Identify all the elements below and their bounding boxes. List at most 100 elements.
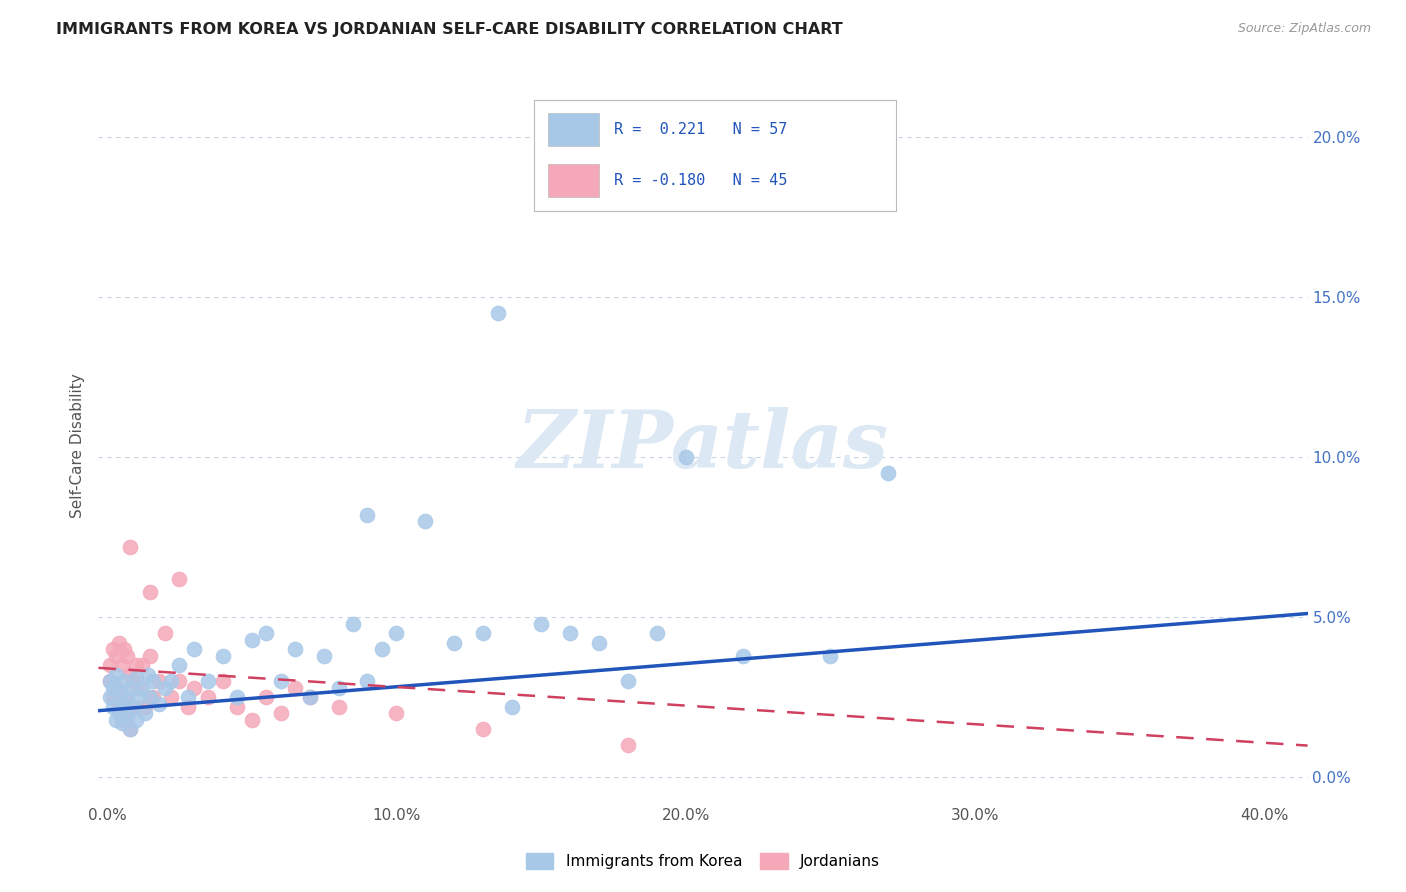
Point <box>128 681 150 695</box>
Point <box>226 699 249 714</box>
Point <box>101 699 124 714</box>
Point <box>98 674 121 689</box>
Point <box>134 706 156 721</box>
Point <box>98 690 121 705</box>
Point <box>101 690 124 705</box>
Point <box>98 674 121 689</box>
Point <box>298 690 321 705</box>
Point <box>114 642 136 657</box>
Point <box>169 658 191 673</box>
Point <box>107 683 129 698</box>
Point <box>270 706 292 721</box>
Point <box>101 681 124 695</box>
Point <box>139 648 162 663</box>
Point <box>645 626 668 640</box>
Y-axis label: Self-Care Disability: Self-Care Disability <box>70 374 86 518</box>
Point <box>107 636 129 650</box>
Point <box>270 674 292 689</box>
Point <box>211 674 233 689</box>
Point <box>125 671 148 685</box>
Point <box>312 648 335 663</box>
Point <box>240 713 263 727</box>
Point <box>122 674 145 689</box>
Point <box>148 697 170 711</box>
Point <box>159 690 181 705</box>
Point <box>142 674 165 689</box>
Point <box>134 699 156 714</box>
Point <box>98 658 121 673</box>
Point <box>472 722 495 736</box>
Point <box>110 697 132 711</box>
Point <box>114 690 136 705</box>
Point <box>675 450 697 465</box>
Point <box>298 690 321 705</box>
Point <box>104 681 127 695</box>
Point <box>104 713 127 727</box>
Point <box>385 626 408 640</box>
Point <box>153 626 176 640</box>
Point <box>211 648 233 663</box>
Point <box>114 699 136 714</box>
Point <box>120 540 142 554</box>
Point <box>120 668 142 682</box>
Point <box>385 706 408 721</box>
Point <box>117 690 139 705</box>
Point <box>183 681 205 695</box>
Point <box>356 674 378 689</box>
Point <box>558 626 581 640</box>
Point <box>139 690 162 705</box>
Point <box>328 699 350 714</box>
Point <box>169 674 191 689</box>
Point <box>125 658 148 673</box>
Point <box>136 668 159 682</box>
Point <box>877 466 900 480</box>
Point <box>107 699 129 714</box>
Point <box>125 713 148 727</box>
Point <box>284 642 307 657</box>
Legend: Immigrants from Korea, Jordanians: Immigrants from Korea, Jordanians <box>520 847 886 875</box>
Point <box>122 699 145 714</box>
Point <box>328 681 350 695</box>
Point <box>197 690 219 705</box>
Point <box>153 681 176 695</box>
Point <box>131 658 153 673</box>
Text: Source: ZipAtlas.com: Source: ZipAtlas.com <box>1237 22 1371 36</box>
Point <box>617 738 640 752</box>
Point <box>820 648 842 663</box>
Point <box>169 572 191 586</box>
Point <box>120 681 142 695</box>
Point <box>197 674 219 689</box>
Point <box>114 674 136 689</box>
Point <box>139 584 162 599</box>
Text: ZIPatlas: ZIPatlas <box>517 408 889 484</box>
Point <box>117 706 139 721</box>
Point <box>226 690 249 705</box>
Point <box>486 306 509 320</box>
Point <box>443 636 465 650</box>
Point <box>107 706 129 721</box>
Text: IMMIGRANTS FROM KOREA VS JORDANIAN SELF-CARE DISABILITY CORRELATION CHART: IMMIGRANTS FROM KOREA VS JORDANIAN SELF-… <box>56 22 844 37</box>
Point <box>117 648 139 663</box>
Point <box>177 699 200 714</box>
Point <box>142 690 165 705</box>
Point <box>183 642 205 657</box>
Point <box>284 681 307 695</box>
Point <box>472 626 495 640</box>
Point <box>240 632 263 647</box>
Point <box>104 668 127 682</box>
Point <box>110 715 132 730</box>
Point <box>104 648 127 663</box>
Point <box>120 722 142 736</box>
Point <box>120 722 142 736</box>
Point <box>125 699 148 714</box>
Point <box>617 674 640 689</box>
Point <box>530 616 553 631</box>
Point <box>254 626 277 640</box>
Point <box>501 699 523 714</box>
Point <box>110 713 132 727</box>
Point <box>413 514 436 528</box>
Point <box>254 690 277 705</box>
Point <box>342 616 364 631</box>
Point <box>733 648 755 663</box>
Point <box>101 642 124 657</box>
